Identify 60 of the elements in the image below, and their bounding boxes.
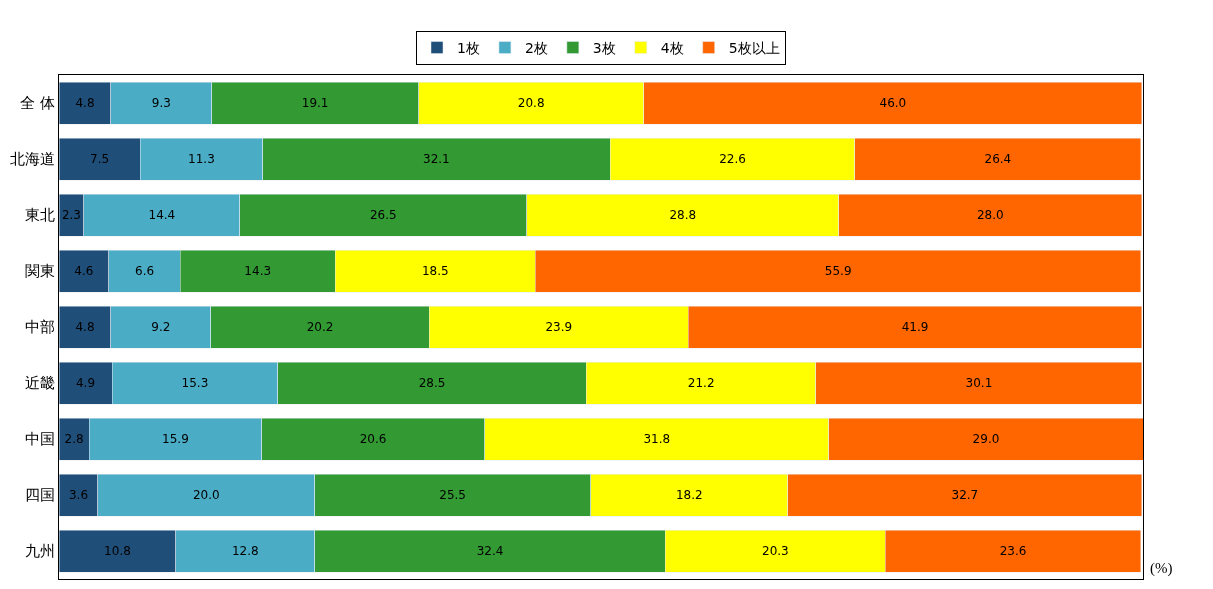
data-label: 46.0 xyxy=(879,96,907,110)
data-label: 32.1 xyxy=(423,152,450,166)
data-label: 20.8 xyxy=(517,96,545,110)
data-label: 7.5 xyxy=(90,152,110,166)
data-label: 9.2 xyxy=(151,320,171,334)
data-label: 3.6 xyxy=(68,488,89,502)
data-label: 20.2 xyxy=(306,320,334,334)
data-label: 15.9 xyxy=(162,432,189,446)
data-label: 20.6 xyxy=(359,432,387,446)
data-label: 20.3 xyxy=(761,544,789,558)
data-label: 4.6 xyxy=(74,264,94,278)
legend-label: 2枚 xyxy=(524,39,548,56)
data-label: 12.8 xyxy=(231,544,259,558)
y-tick-label: 中部 xyxy=(25,318,55,337)
y-tick-label: 九州 xyxy=(25,542,55,561)
data-label: 28.0 xyxy=(976,208,1004,222)
data-label: 32.7 xyxy=(951,488,979,502)
data-label: 15.3 xyxy=(181,376,209,390)
y-tick-label: 関東 xyxy=(25,262,55,281)
data-label: 28.5 xyxy=(418,376,446,390)
text: (%) xyxy=(1150,560,1173,577)
data-label: 21.2 xyxy=(687,376,715,390)
y-tick-label: 東北 xyxy=(25,206,55,225)
data-label: 41.9 xyxy=(901,320,929,334)
data-label: 26.4 xyxy=(984,152,1012,166)
data-label: 29.0 xyxy=(972,432,1000,446)
data-label: 25.5 xyxy=(439,488,466,502)
data-label: 2.3 xyxy=(62,207,81,222)
y-tick-label: 四国 xyxy=(25,486,55,505)
y-tick-label: 北海道 xyxy=(10,150,55,169)
data-label: 4.8 xyxy=(75,320,95,334)
data-label: 28.8 xyxy=(669,208,697,222)
data-label: 2.8 xyxy=(64,432,84,446)
data-label: 19.1 xyxy=(301,96,329,110)
y-tick-label: 近畿 xyxy=(25,374,55,393)
data-label: 32.4 xyxy=(476,544,504,558)
data-label: 30.1 xyxy=(965,376,993,390)
data-label: 9.3 xyxy=(151,96,171,110)
data-label: 6.6 xyxy=(135,264,155,278)
data-label: 18.5 xyxy=(421,264,449,278)
data-label: 55.9 xyxy=(824,264,852,278)
legend-label: 4枚 xyxy=(660,39,684,56)
data-label: 18.2 xyxy=(675,488,703,502)
y-tick-label: 中国 xyxy=(25,430,55,449)
legend-label: 1枚 xyxy=(457,39,480,56)
data-label: 23.6 xyxy=(999,544,1027,558)
data-label: 10.8 xyxy=(104,544,131,558)
data-label: 14.4 xyxy=(148,208,176,222)
data-label: 4.9 xyxy=(75,376,96,390)
data-label: 4.8 xyxy=(75,96,95,110)
data-label: 26.5 xyxy=(369,208,397,222)
data-label: 23.9 xyxy=(545,320,573,334)
legend-label: 5枚以上 xyxy=(728,39,780,56)
data-label: 14.3 xyxy=(244,264,272,278)
data-label: 11.3 xyxy=(188,152,215,166)
data-label: 22.6 xyxy=(719,152,746,166)
data-label: 31.8 xyxy=(643,432,671,446)
y-tick-label: 全 体 xyxy=(20,94,55,113)
legend-label: 3枚 xyxy=(592,39,616,56)
data-label: 20.0 xyxy=(192,488,220,502)
